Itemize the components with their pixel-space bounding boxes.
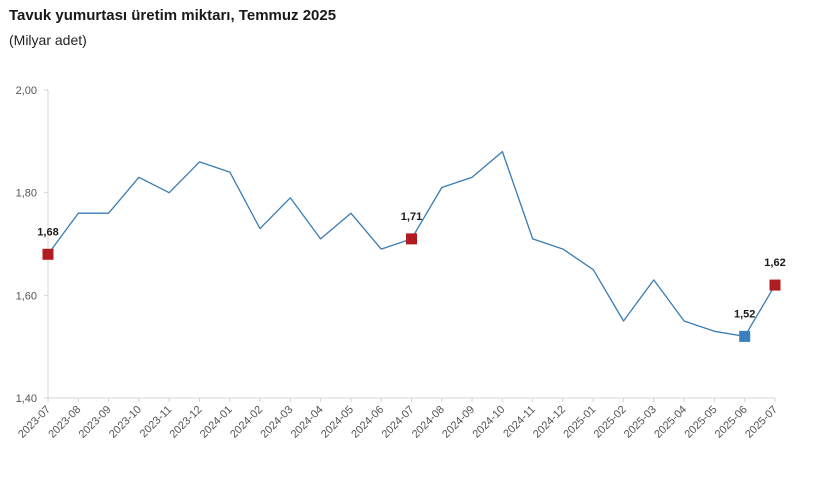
data-point (500, 150, 504, 154)
data-label: 1,52 (734, 308, 755, 320)
x-tick-label: 2023-12 (168, 404, 205, 441)
x-tick-label: 2024-01 (198, 404, 235, 441)
data-point (167, 191, 171, 195)
data-point (591, 268, 595, 272)
data-point (622, 319, 626, 323)
x-tick-label: 2024-02 (228, 404, 265, 441)
data-point (107, 211, 111, 215)
x-tick-label: 2025-05 (683, 404, 720, 441)
highlight-marker (739, 330, 751, 342)
x-tick-label: 2024-03 (258, 404, 295, 441)
x-tick-label: 2024-09 (440, 404, 477, 441)
data-point (228, 170, 232, 174)
data-point (137, 175, 141, 179)
y-tick-label: 1,40 (16, 393, 37, 405)
x-tick-label: 2024-07 (380, 404, 417, 441)
data-point (379, 247, 383, 251)
highlight-marker (769, 279, 781, 291)
data-point (197, 160, 201, 164)
x-tick-label: 2025-02 (592, 404, 629, 441)
data-point (258, 227, 262, 231)
data-point (288, 196, 292, 200)
data-point (561, 247, 565, 251)
chart-subtitle: (Milyar adet) (9, 32, 87, 48)
data-point (682, 319, 686, 323)
y-tick-label: 2,00 (16, 85, 37, 97)
x-tick-label: 2024-10 (470, 404, 507, 441)
x-tick-label: 2023-08 (46, 404, 83, 441)
highlight-marker (406, 233, 417, 245)
data-label: 1,71 (401, 211, 422, 223)
data-point (531, 237, 535, 241)
x-tick-label: 2024-05 (319, 404, 356, 441)
x-tick-label: 2025-07 (743, 404, 780, 441)
x-tick-label: 2024-06 (349, 404, 386, 441)
data-point (76, 211, 80, 215)
x-tick-label: 2023-10 (107, 404, 144, 441)
x-tick-label: 2025-01 (561, 404, 598, 441)
chart-title: Tavuk yumurtası üretim miktarı, Temmuz 2… (9, 7, 337, 24)
highlight-marker (42, 248, 54, 260)
x-tick-label: 2023-07 (16, 404, 53, 441)
x-tick-label: 2025-06 (713, 404, 750, 441)
x-tick-label: 2024-08 (410, 404, 447, 441)
x-tick-label: 2024-12 (531, 404, 568, 441)
x-tick-label: 2025-03 (622, 404, 659, 441)
x-tick-label: 2023-09 (77, 404, 114, 441)
x-tick-label: 2025-04 (652, 404, 689, 441)
x-tick-label: 2024-04 (289, 404, 326, 441)
y-tick-label: 1,80 (16, 188, 37, 200)
data-point (349, 211, 353, 215)
data-point (652, 278, 656, 282)
y-tick-label: 1,60 (16, 290, 37, 302)
data-point (712, 329, 716, 333)
data-point (440, 186, 444, 190)
data-point (470, 175, 474, 179)
data-label: 1,68 (37, 226, 58, 238)
data-point (319, 237, 323, 241)
data-label: 1,62 (764, 257, 785, 269)
